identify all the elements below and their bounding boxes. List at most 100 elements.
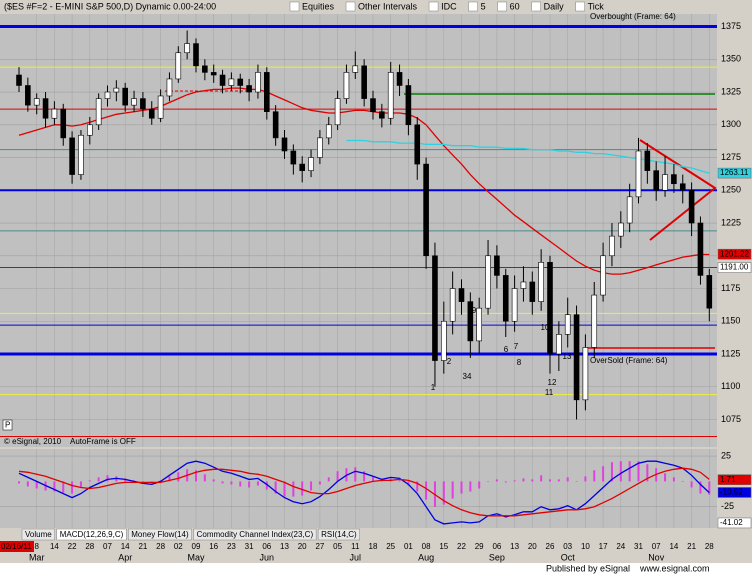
autoframe-label: AutoFrame is OFF [70,437,136,446]
tab[interactable]: Money Flow(14) [128,528,192,541]
overbought-label: Overbought (Frame: 64) [590,12,676,21]
y-tick-label: 1075 [721,414,741,424]
y-tick-label: 25 [721,450,731,460]
indicator-line [18,467,710,517]
x-tick-label: 25 [386,542,395,551]
histogram-bar [425,481,428,500]
histogram-bar [584,476,587,482]
price-marker-label: 1263.11 [720,168,749,177]
tab-box[interactable] [193,528,317,541]
candle-body [122,87,128,106]
tab-label[interactable]: Money Flow(14) [131,530,189,539]
chart-title: ($ES #F=2 - E-MINI S&P 500,D) Dynamic 0.… [4,1,216,11]
month-label: Apr [118,552,132,562]
td-count: 9 [472,306,477,315]
candle-body [467,301,474,342]
toolbar-item[interactable]: IDC [441,1,457,11]
histogram-bar [203,474,206,482]
histogram-bar [274,481,277,494]
histogram-bar [708,481,711,495]
price-marker [717,262,752,273]
candle-body [42,98,49,119]
y-tick-label: 1375 [721,21,741,31]
levels-layer [0,25,717,438]
indicator-pane [0,449,717,528]
toolbar-item[interactable]: Other Intervals [358,1,418,11]
histogram-bar [106,475,109,482]
histogram-bar [177,472,180,482]
price-marker-label: 1191.00 [720,263,749,272]
toolbar-button[interactable] [497,1,507,12]
pane-label[interactable]: P [5,421,10,430]
candle-body [653,170,660,191]
candle-body [246,85,252,93]
histogram-bar [619,461,622,482]
toolbar-button[interactable] [575,1,585,12]
x-tick-label: 16 [209,542,218,551]
toolbar-item[interactable]: Daily [544,1,565,11]
tab[interactable]: RSI(14,C) [317,528,360,541]
histogram-bar [265,481,268,490]
tab-label[interactable]: Volume [25,530,52,539]
tab-box[interactable] [128,528,192,541]
start-date-box [0,541,34,552]
candle-body [193,43,199,67]
x-tick-label: 07 [652,542,661,551]
histogram-bar [469,481,472,492]
histogram-bar [566,477,569,482]
toolbar-button[interactable] [468,1,478,12]
histogram-bar [230,481,233,485]
footer-bar [0,563,752,575]
tab-box[interactable] [21,528,55,541]
candle-body [573,314,580,401]
candle-body [485,255,491,309]
candle-body [432,255,438,361]
histogram-bar [549,479,551,482]
candle-body [219,74,226,86]
histogram-bar [62,481,65,493]
toolbar-item[interactable]: Tick [588,1,605,11]
toolbar-button[interactable] [345,1,356,12]
candle-body [547,262,553,355]
indicator-marker [717,517,752,529]
candle-body [582,347,589,401]
tab-label[interactable]: RSI(14,C) [321,530,357,539]
candle-body [175,52,182,80]
tab-label[interactable]: Commodity Channel Index(23,C) [197,530,314,539]
tab-box[interactable] [317,528,360,541]
candle-body [210,72,217,76]
histogram-bar [628,461,631,482]
x-tick-label: 13 [510,542,519,551]
candle-body [95,98,102,126]
tab-label[interactable]: MACD(12,26,9,C) [60,530,124,539]
tab-box[interactable] [56,528,127,541]
candle-body [78,134,84,175]
toolbar-item[interactable]: Equities [302,1,335,11]
pane-box[interactable] [2,419,13,431]
copyright: © eSignal, 2010 [4,437,62,446]
toolbar-item[interactable]: 60 [510,1,520,11]
tab[interactable]: Commodity Channel Index(23,C) [193,528,317,541]
x-tick-label: 22 [68,542,77,551]
toolbar-button[interactable] [289,1,300,12]
toolbar-item[interactable]: 5 [481,1,486,11]
x-tick-label: 07 [103,542,112,551]
candle-body [148,108,155,119]
candle-body [635,150,642,198]
x-tick-label: 31 [245,542,254,551]
histogram-bar [664,473,667,482]
candle-body [325,124,332,139]
candle-body [202,65,208,73]
candle-body [60,108,67,139]
toolbar-button[interactable] [531,1,541,12]
tab[interactable]: Volume [21,528,55,541]
x-tick-label: 29 [475,542,484,551]
y-tick-label: 1175 [721,283,740,293]
histogram-bar [637,461,640,482]
td-count: 6 [504,345,509,354]
y-tick-label: 1150 [721,316,740,326]
toolbar-button[interactable] [428,1,439,12]
x-tick-label: 14 [669,542,678,551]
histogram-bar [513,480,516,482]
tab[interactable]: MACD(12,26,9,C) [56,528,127,541]
